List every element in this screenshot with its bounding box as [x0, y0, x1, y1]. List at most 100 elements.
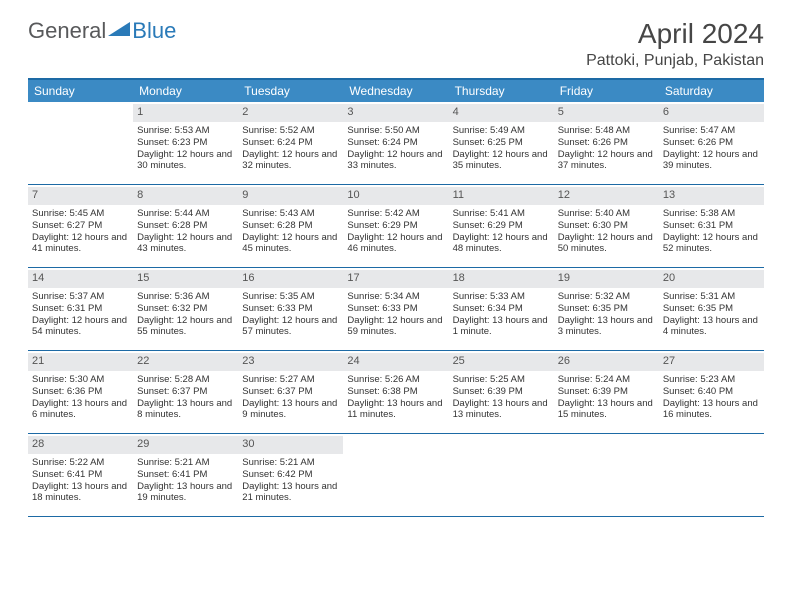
sunset-line: Sunset: 6:28 PM	[242, 220, 339, 232]
daylight-line: Daylight: 12 hours and 55 minutes.	[137, 315, 234, 339]
sunset-line: Sunset: 6:31 PM	[32, 303, 129, 315]
sunrise-line: Sunrise: 5:48 AM	[558, 125, 655, 137]
day-number: 24	[343, 353, 448, 371]
sunrise-line: Sunrise: 5:44 AM	[137, 208, 234, 220]
sunset-line: Sunset: 6:24 PM	[242, 137, 339, 149]
day-cell: 8Sunrise: 5:44 AMSunset: 6:28 PMDaylight…	[133, 185, 238, 267]
daylight-line: Daylight: 12 hours and 32 minutes.	[242, 149, 339, 173]
day-cell: 23Sunrise: 5:27 AMSunset: 6:37 PMDayligh…	[238, 351, 343, 433]
sunset-line: Sunset: 6:27 PM	[32, 220, 129, 232]
day-cell: 22Sunrise: 5:28 AMSunset: 6:37 PMDayligh…	[133, 351, 238, 433]
day-number: 13	[659, 187, 764, 205]
sunset-line: Sunset: 6:41 PM	[32, 469, 129, 481]
day-number: 12	[554, 187, 659, 205]
sunset-line: Sunset: 6:26 PM	[663, 137, 760, 149]
sunrise-line: Sunrise: 5:52 AM	[242, 125, 339, 137]
logo-triangle-icon	[108, 20, 130, 43]
location-text: Pattoki, Punjab, Pakistan	[586, 52, 764, 70]
day-cell: 18 Sunrise: 5:33 AMSunset: 6:34 PMDayligh…	[449, 268, 554, 350]
sunrise-line: Sunrise: 5:40 AM	[558, 208, 655, 220]
sunset-line: Sunset: 6:24 PM	[347, 137, 444, 149]
day-number: 5	[554, 104, 659, 122]
sunset-line: Sunset: 6:38 PM	[347, 386, 444, 398]
sunrise-line: Sunrise: 5:41 AM	[453, 208, 550, 220]
sunrise-line: Sunrise: 5:28 AM	[137, 374, 234, 386]
day-number: 18	[449, 270, 554, 288]
day-cell: 13Sunrise: 5:38 AMSunset: 6:31 PMDayligh…	[659, 185, 764, 267]
week-row: 28Sunrise: 5:22 AMSunset: 6:41 PMDayligh…	[28, 434, 764, 517]
day-cell: 30Sunrise: 5:21 AMSunset: 6:42 PMDayligh…	[238, 434, 343, 516]
day-number: 14	[28, 270, 133, 288]
sunset-line: Sunset: 6:26 PM	[558, 137, 655, 149]
sunset-line: Sunset: 6:35 PM	[558, 303, 655, 315]
daylight-line: Daylight: 13 hours and 21 minutes.	[242, 481, 339, 505]
sunset-line: Sunset: 6:40 PM	[663, 386, 760, 398]
sunset-line: Sunset: 6:31 PM	[663, 220, 760, 232]
week-row: 7Sunrise: 5:45 AMSunset: 6:27 PMDaylight…	[28, 185, 764, 268]
daylight-line: Daylight: 13 hours and 11 minutes.	[347, 398, 444, 422]
sunrise-line: Sunrise: 5:30 AM	[32, 374, 129, 386]
daylight-line: Daylight: 13 hours and 13 minutes.	[453, 398, 550, 422]
sunrise-line: Sunrise: 5:21 AM	[242, 457, 339, 469]
daylight-line: Daylight: 12 hours and 59 minutes.	[347, 315, 444, 339]
day-cell: 16Sunrise: 5:35 AMSunset: 6:33 PMDayligh…	[238, 268, 343, 350]
daylight-line: Daylight: 13 hours and 9 minutes.	[242, 398, 339, 422]
day-cell: 4Sunrise: 5:49 AMSunset: 6:25 PMDaylight…	[449, 102, 554, 184]
sunset-line: Sunset: 6:39 PM	[558, 386, 655, 398]
day-cell: 27Sunrise: 5:23 AMSunset: 6:40 PMDayligh…	[659, 351, 764, 433]
sunrise-line: Sunrise: 5:27 AM	[242, 374, 339, 386]
day-number: 6	[659, 104, 764, 122]
daylight-line: Daylight: 13 hours and 8 minutes.	[137, 398, 234, 422]
sunset-line: Sunset: 6:37 PM	[242, 386, 339, 398]
sunrise-line: Sunrise: 5:49 AM	[453, 125, 550, 137]
sunset-line: Sunset: 6:35 PM	[663, 303, 760, 315]
day-header: Friday	[554, 80, 659, 102]
sunset-line: Sunset: 6:32 PM	[137, 303, 234, 315]
day-cell: 28Sunrise: 5:22 AMSunset: 6:41 PMDayligh…	[28, 434, 133, 516]
sunrise-line: Sunrise: 5:33 AM	[453, 291, 550, 303]
day-number: 2	[238, 104, 343, 122]
day-cell: 1Sunrise: 5:53 AMSunset: 6:23 PMDaylight…	[133, 102, 238, 184]
daylight-line: Daylight: 12 hours and 35 minutes.	[453, 149, 550, 173]
day-number: 1	[133, 104, 238, 122]
day-cell: 26Sunrise: 5:24 AMSunset: 6:39 PMDayligh…	[554, 351, 659, 433]
sunrise-line: Sunrise: 5:21 AM	[137, 457, 234, 469]
day-header-row: SundayMondayTuesdayWednesdayThursdayFrid…	[28, 80, 764, 102]
day-cell: 14Sunrise: 5:37 AMSunset: 6:31 PMDayligh…	[28, 268, 133, 350]
day-number: 15	[133, 270, 238, 288]
sunrise-line: Sunrise: 5:23 AM	[663, 374, 760, 386]
daylight-line: Daylight: 13 hours and 1 minute.	[453, 315, 550, 339]
day-header: Sunday	[28, 80, 133, 102]
day-cell: 2 Sunrise: 5:52 AMSunset: 6:24 PMDaylight…	[238, 102, 343, 184]
sunrise-line: Sunrise: 5:43 AM	[242, 208, 339, 220]
week-row: 21Sunrise: 5:30 AMSunset: 6:36 PMDayligh…	[28, 351, 764, 434]
sunrise-line: Sunrise: 5:45 AM	[32, 208, 129, 220]
day-cell: 20Sunrise: 5:31 AMSunset: 6:35 PMDayligh…	[659, 268, 764, 350]
daylight-line: Daylight: 12 hours and 52 minutes.	[663, 232, 760, 256]
day-number: 20	[659, 270, 764, 288]
day-cell: 7Sunrise: 5:45 AMSunset: 6:27 PMDaylight…	[28, 185, 133, 267]
daylight-line: Daylight: 12 hours and 41 minutes.	[32, 232, 129, 256]
sunrise-line: Sunrise: 5:47 AM	[663, 125, 760, 137]
day-number: 16	[238, 270, 343, 288]
sunset-line: Sunset: 6:23 PM	[137, 137, 234, 149]
daylight-line: Daylight: 13 hours and 18 minutes.	[32, 481, 129, 505]
sunset-line: Sunset: 6:29 PM	[453, 220, 550, 232]
daylight-line: Daylight: 12 hours and 57 minutes.	[242, 315, 339, 339]
day-number: 11	[449, 187, 554, 205]
day-number: 25	[449, 353, 554, 371]
daylight-line: Daylight: 13 hours and 19 minutes.	[137, 481, 234, 505]
day-cell: 9Sunrise: 5:43 AMSunset: 6:28 PMDaylight…	[238, 185, 343, 267]
day-number: 3	[343, 104, 448, 122]
day-cell	[449, 434, 554, 516]
day-cell: 21Sunrise: 5:30 AMSunset: 6:36 PMDayligh…	[28, 351, 133, 433]
day-cell: 15Sunrise: 5:36 AMSunset: 6:32 PMDayligh…	[133, 268, 238, 350]
sunrise-line: Sunrise: 5:53 AM	[137, 125, 234, 137]
daylight-line: Daylight: 12 hours and 50 minutes.	[558, 232, 655, 256]
sunset-line: Sunset: 6:34 PM	[453, 303, 550, 315]
header: General Blue April 2024 Pattoki, Punjab,…	[0, 0, 792, 78]
sunrise-line: Sunrise: 5:24 AM	[558, 374, 655, 386]
week-row: 14Sunrise: 5:37 AMSunset: 6:31 PMDayligh…	[28, 268, 764, 351]
sunset-line: Sunset: 6:42 PM	[242, 469, 339, 481]
day-number: 27	[659, 353, 764, 371]
